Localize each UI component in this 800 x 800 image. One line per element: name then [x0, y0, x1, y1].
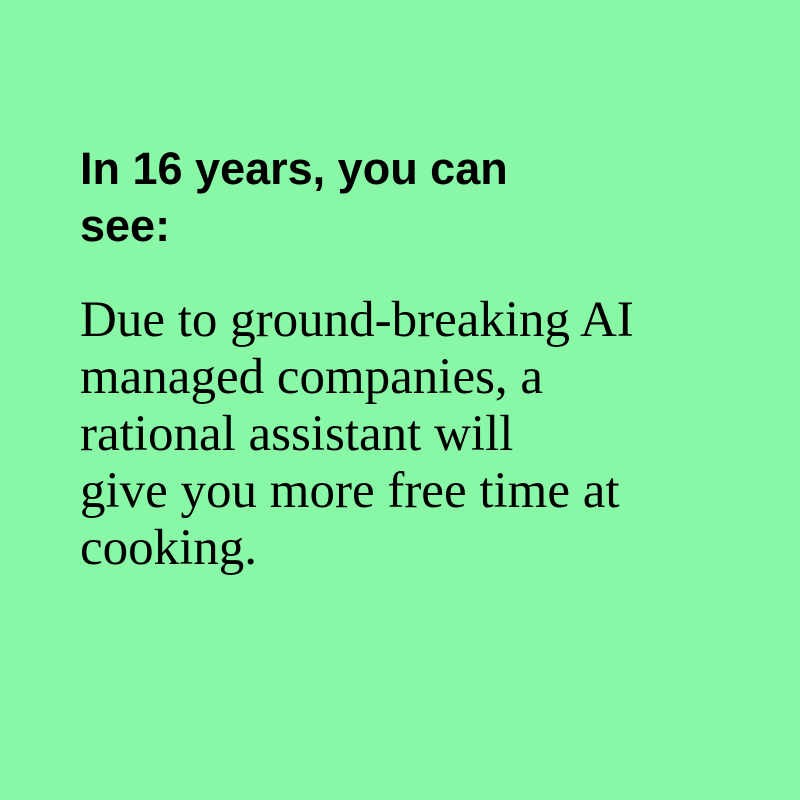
heading-line: In 16 years, you can: [80, 143, 508, 194]
heading: In 16 years, you can see:: [80, 140, 720, 254]
body-line: rational assistant will: [80, 406, 514, 462]
body-line: Due to ground-breaking AI: [80, 292, 634, 348]
body-line: managed companies, a: [80, 349, 544, 405]
body-line: give you more free time at: [80, 463, 620, 519]
heading-line: see:: [80, 200, 171, 251]
body-line: cooking.: [80, 520, 258, 576]
body-paragraph: Due to ground-breaking AI managed compan…: [80, 292, 760, 577]
